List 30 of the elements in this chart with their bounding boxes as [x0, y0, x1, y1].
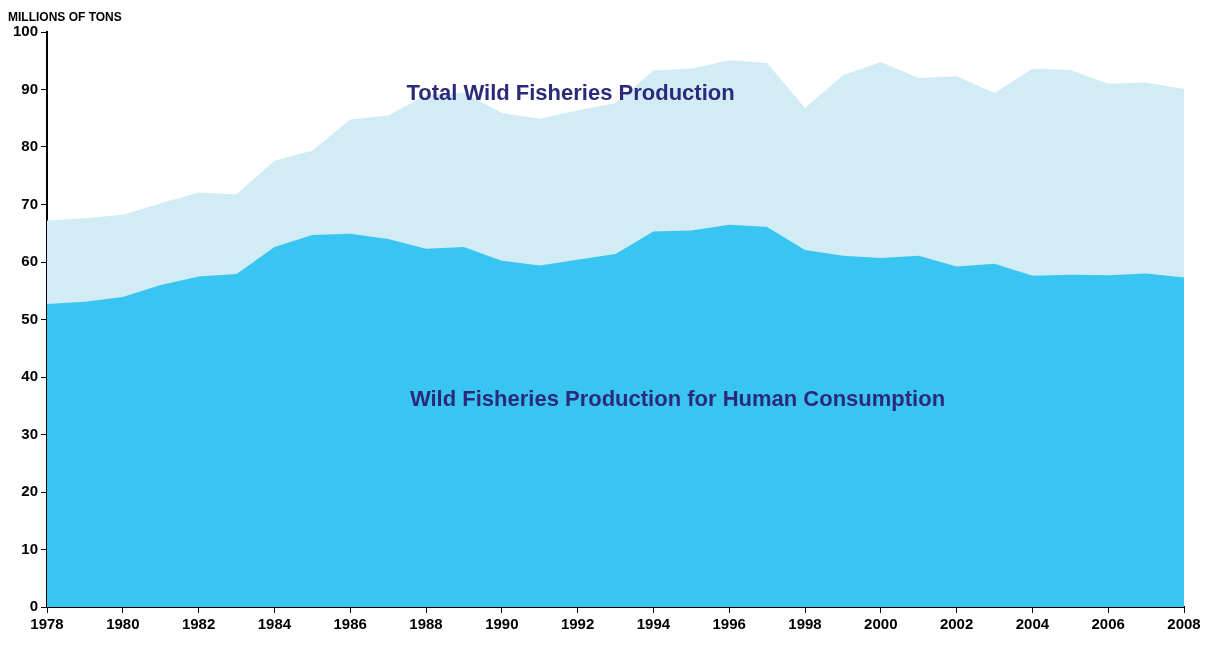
- x-tick-label: 1994: [636, 615, 671, 633]
- y-tick-label: 60: [21, 252, 39, 270]
- x-tick-label: 1988: [409, 615, 443, 633]
- y-tick-label: 100: [13, 22, 39, 40]
- y-tick-label: 80: [21, 137, 39, 155]
- y-tick-label: 20: [21, 482, 39, 500]
- series-label: Total Wild Fisheries Production: [406, 79, 735, 105]
- y-tick-label: 50: [21, 309, 39, 327]
- x-tick-label: 1996: [712, 615, 746, 633]
- x-tick-label: 1998: [788, 615, 822, 633]
- y-tick-label: 30: [21, 424, 39, 442]
- y-tick-label: 40: [21, 367, 39, 385]
- x-tick-label: 2002: [939, 615, 974, 633]
- x-tick-label: 1982: [181, 615, 216, 633]
- x-tick-label: 1990: [485, 615, 519, 633]
- x-tick-label: 1980: [106, 615, 140, 633]
- y-tick-label: 0: [29, 597, 39, 615]
- y-axis-title: MILLIONS OF TONS: [8, 10, 122, 24]
- y-tick-label: 90: [21, 79, 39, 97]
- x-tick-label: 1986: [333, 615, 367, 633]
- x-tick-label: 2000: [864, 615, 898, 633]
- x-tick-label: 2008: [1167, 615, 1201, 633]
- x-tick-label: 1992: [560, 615, 595, 633]
- y-tick-label: 70: [21, 194, 39, 212]
- x-tick-label: 1978: [30, 615, 64, 633]
- series-label: Wild Fisheries Production for Human Consumption: [409, 386, 946, 412]
- x-tick-label: 2004: [1015, 615, 1050, 633]
- y-tick-label: 10: [21, 539, 39, 557]
- x-tick-label: 1984: [257, 615, 292, 633]
- x-tick-label: 2006: [1091, 615, 1125, 633]
